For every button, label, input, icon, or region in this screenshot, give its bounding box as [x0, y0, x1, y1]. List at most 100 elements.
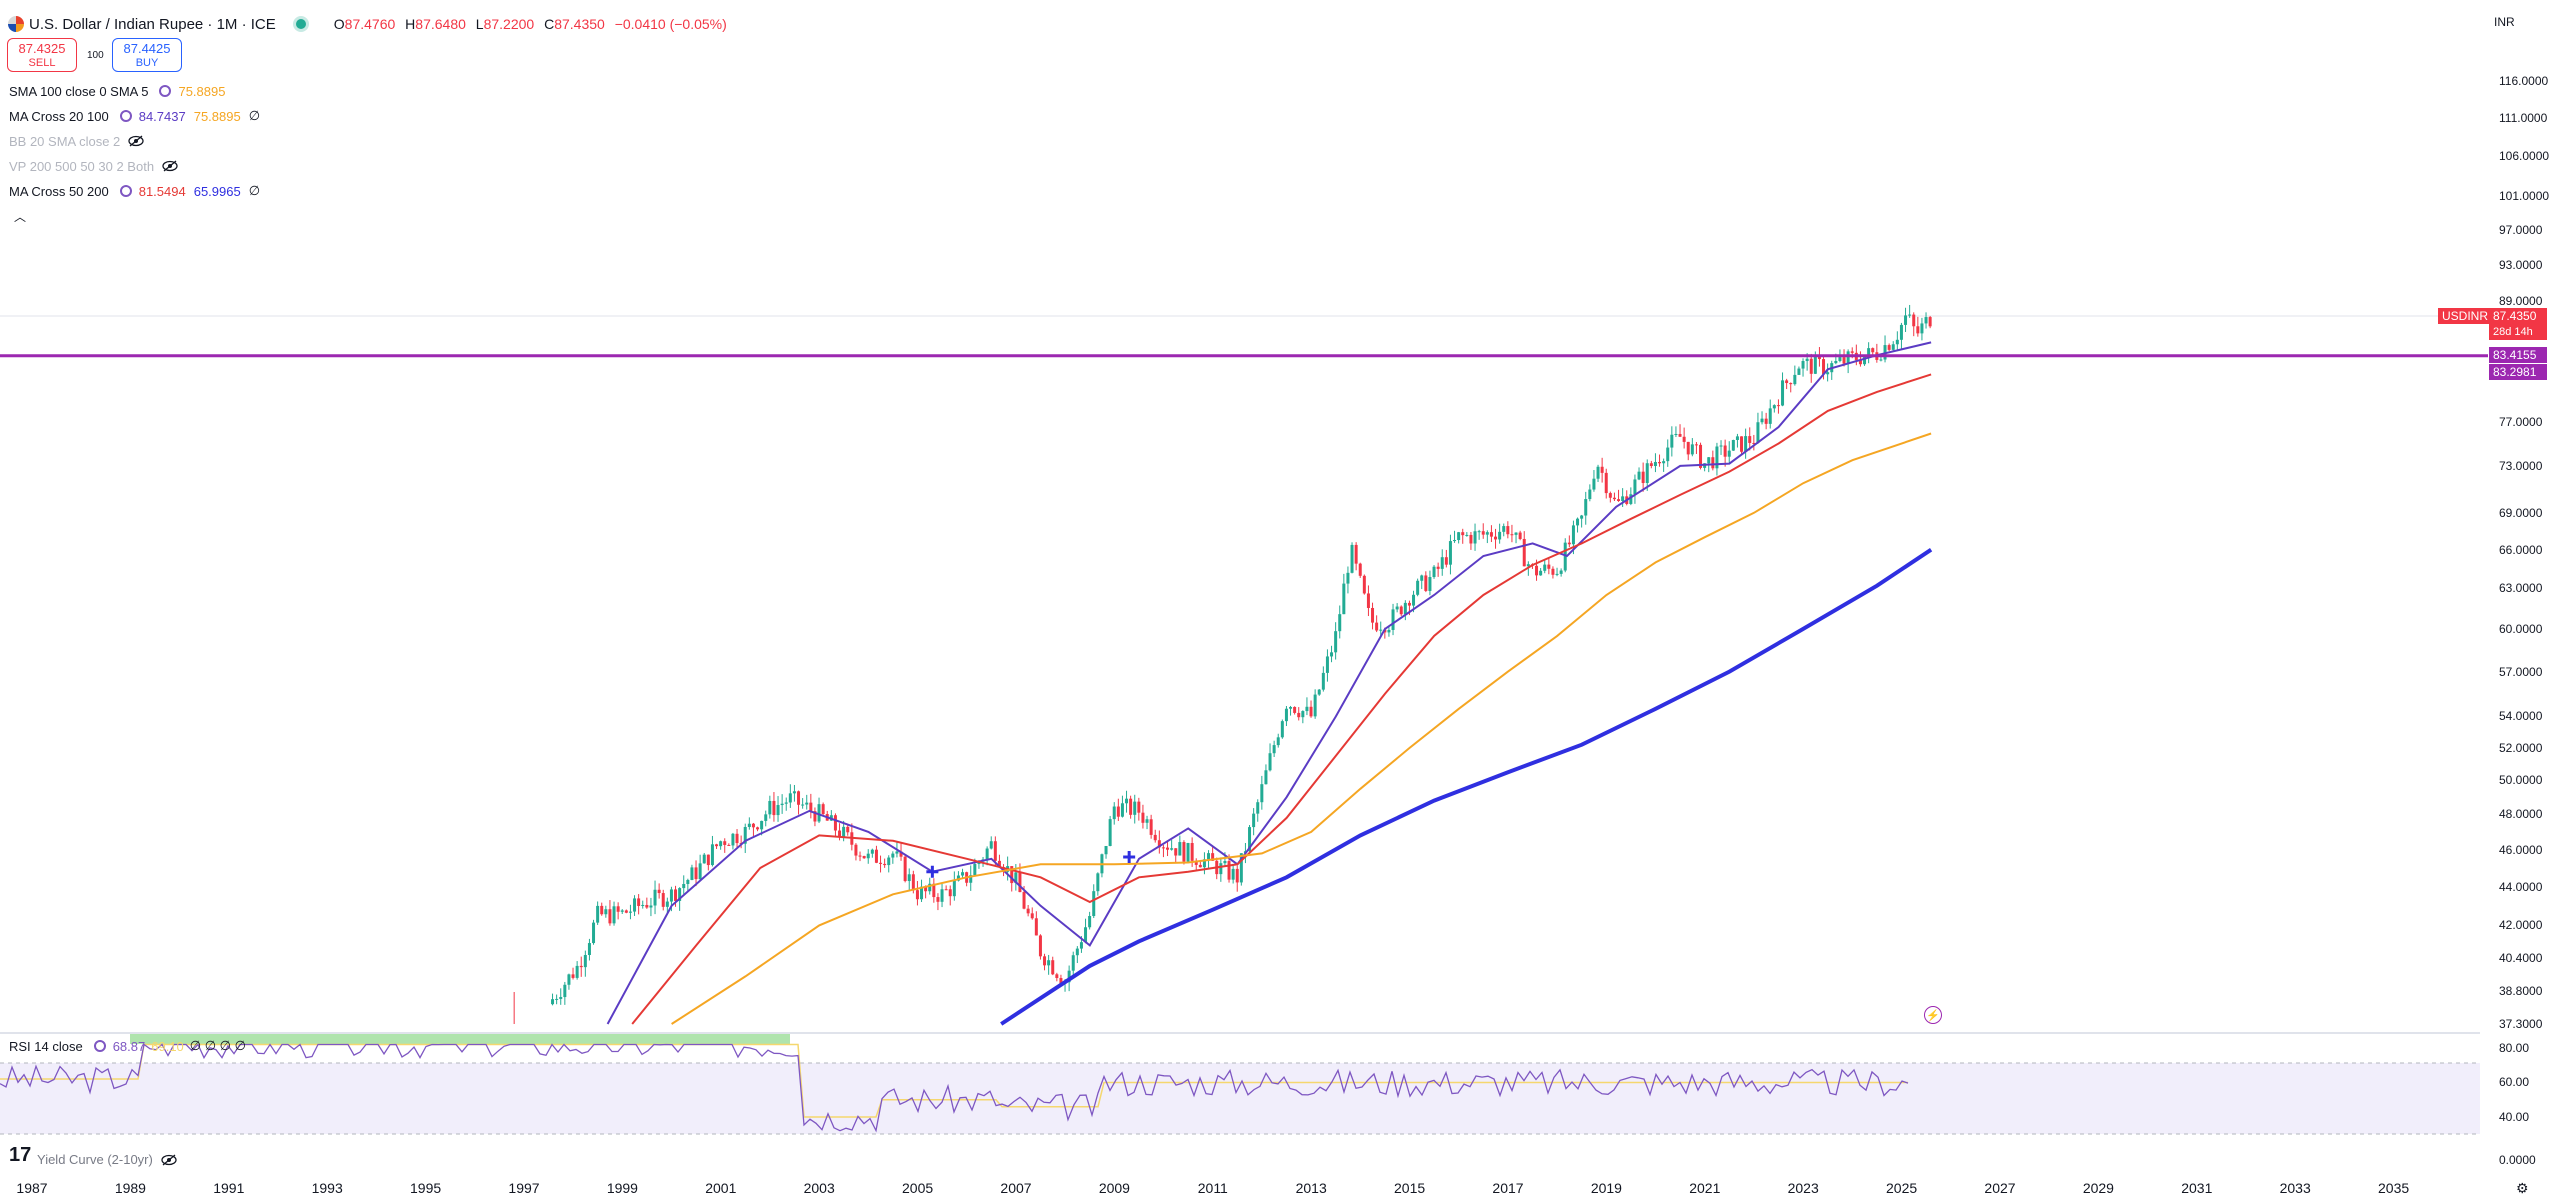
time-axis-tick: 1987	[16, 1180, 48, 1196]
candle-body	[592, 922, 596, 944]
candle-body	[706, 854, 710, 866]
candle-body	[1842, 357, 1846, 364]
indicator-ma-cross-20-100[interactable]: MA Cross 20 100 84.7437 75.8895 ∅	[9, 108, 261, 124]
chart-settings-gear-icon[interactable]: ⚙	[2516, 1180, 2529, 1196]
candle-body	[1125, 798, 1129, 804]
symbol-header[interactable]: U.S. Dollar / Indian Rupee · 1M · ICE O8…	[8, 14, 727, 34]
collapse-legend-button[interactable]: ︿	[8, 207, 32, 227]
candle-body	[1473, 531, 1477, 544]
candle-body	[1506, 526, 1510, 535]
indicator-bollinger-bands[interactable]: BB 20 SMA close 2	[9, 132, 144, 150]
price-axis-tick: 57.0000	[2499, 664, 2543, 679]
hidden-eye-icon[interactable]	[161, 1154, 177, 1166]
candle-body	[1272, 745, 1276, 754]
candle-body	[719, 841, 723, 847]
indicator-volume-profile[interactable]: VP 200 500 50 30 2 Both	[9, 157, 178, 175]
settings-gear-icon[interactable]	[119, 109, 133, 123]
candle-body	[932, 883, 936, 898]
currency-label[interactable]: INR	[2494, 15, 2515, 29]
candle-body	[620, 910, 624, 912]
candle-body	[624, 910, 628, 913]
candle-body	[1735, 436, 1739, 441]
candle-body	[1489, 532, 1493, 537]
candle-body	[645, 904, 649, 908]
candle-body	[702, 854, 706, 864]
candle-body	[1768, 408, 1772, 424]
candle-body	[743, 826, 747, 844]
symbol-title[interactable]: U.S. Dollar / Indian Rupee · 1M · ICE	[29, 15, 276, 33]
candle-body	[1092, 891, 1096, 917]
candle-body	[1043, 956, 1047, 966]
candle-body	[1756, 422, 1760, 443]
candle-body	[1371, 607, 1375, 623]
candle-body	[1649, 463, 1653, 467]
candle-body	[661, 893, 665, 907]
tradingview-logo[interactable]: 17	[9, 1144, 32, 1166]
candle-body	[1781, 380, 1785, 406]
candle-body	[911, 874, 915, 891]
candle-body	[1420, 575, 1424, 581]
candle-body	[1416, 580, 1420, 595]
candle-body	[637, 898, 641, 906]
rsi-legend[interactable]: RSI 14 close 68.87 69.10 ∅ ∅ ∅ ∅	[9, 1038, 246, 1054]
candle-body	[1223, 861, 1227, 864]
settings-gear-icon[interactable]	[119, 184, 133, 198]
candle-body	[1354, 544, 1358, 564]
candle-body	[883, 863, 887, 866]
candle-body	[1202, 859, 1206, 868]
buy-button[interactable]: 87.4425 BUY	[112, 38, 182, 72]
candle-body	[1813, 356, 1817, 374]
candle-body	[940, 889, 944, 902]
candle-body	[1284, 708, 1288, 722]
indicator-sma100[interactable]: SMA 100 close 0 SMA 5 75.8895	[9, 83, 226, 99]
yield-curve-legend[interactable]: Yield Curve (2-10yr)	[9, 1152, 177, 1167]
candle-body	[1817, 356, 1821, 360]
hidden-eye-icon[interactable]	[128, 135, 144, 147]
candle-body	[1838, 357, 1842, 361]
settings-gear-icon[interactable]	[158, 84, 172, 98]
candle-body	[1305, 706, 1309, 712]
time-axis-tick: 2031	[2181, 1180, 2213, 1196]
candle-body	[1805, 358, 1809, 362]
candle-body	[1731, 440, 1735, 451]
time-axis-tick: 2005	[902, 1180, 934, 1196]
candle-body	[1289, 706, 1293, 709]
candle-body	[1502, 526, 1506, 532]
candle-body	[751, 823, 755, 828]
candle-body	[1166, 847, 1170, 850]
candle-body	[1904, 315, 1908, 325]
ohlc-values: O87.4760 H87.6480 L87.2200 C87.4350 −0.0…	[333, 16, 727, 32]
hidden-eye-icon[interactable]	[162, 160, 178, 172]
candle-body	[1301, 711, 1305, 718]
time-axis-tick: 2015	[1394, 1180, 1426, 1196]
candle-body	[1120, 803, 1124, 817]
time-axis-tick: 2025	[1886, 1180, 1918, 1196]
lightning-icon[interactable]: ⚡	[1924, 1006, 1942, 1024]
candle-body	[1547, 564, 1551, 569]
candle-body	[1153, 834, 1157, 841]
candle-body	[1034, 918, 1038, 936]
candle-body	[1653, 461, 1657, 467]
price-axis-tick: 106.0000	[2499, 148, 2550, 163]
price-axis-tick: 54.0000	[2499, 709, 2543, 724]
rsi-tick: 40.00	[2499, 1110, 2530, 1124]
indicator-ma-cross-50-200[interactable]: MA Cross 50 200 81.5494 65.9965 ∅	[9, 183, 261, 199]
candle-body	[1182, 842, 1186, 862]
candle-body	[657, 889, 661, 894]
rsi-band	[0, 1063, 2480, 1134]
time-axis-tick: 1995	[410, 1180, 442, 1196]
candle-body	[1350, 544, 1354, 573]
candle-body	[649, 905, 653, 908]
candle-body	[694, 867, 698, 880]
candle-body	[1051, 960, 1055, 975]
candle-body	[1465, 534, 1469, 536]
candle-body	[948, 889, 952, 897]
candle-body	[1424, 575, 1428, 591]
sell-button[interactable]: 87.4325 SELL	[7, 38, 77, 72]
candle-body	[1686, 441, 1690, 455]
candle-body	[1498, 531, 1502, 540]
candle-body	[1321, 672, 1325, 690]
time-axis-tick: 2009	[1098, 1180, 1130, 1196]
settings-gear-icon[interactable]	[93, 1039, 107, 1053]
